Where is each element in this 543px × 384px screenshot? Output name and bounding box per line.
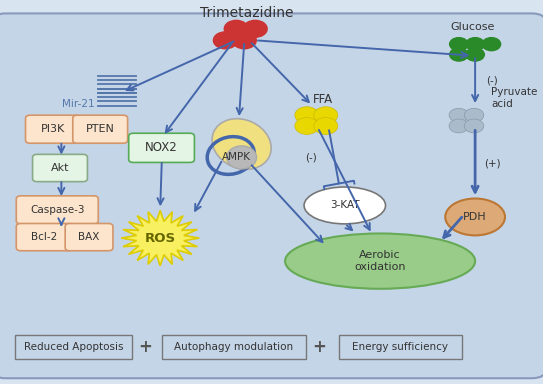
Text: ROS: ROS [144, 232, 176, 245]
Circle shape [295, 107, 319, 124]
Text: Caspase-3: Caspase-3 [30, 205, 85, 215]
Circle shape [243, 20, 267, 37]
FancyBboxPatch shape [0, 13, 543, 378]
Text: (-): (-) [486, 76, 498, 86]
Text: (+): (+) [484, 158, 501, 168]
Circle shape [314, 107, 338, 124]
FancyBboxPatch shape [162, 335, 306, 359]
Ellipse shape [227, 146, 257, 169]
Text: Energy sufficiency: Energy sufficiency [352, 342, 449, 352]
FancyBboxPatch shape [33, 154, 87, 182]
Circle shape [314, 118, 338, 134]
FancyBboxPatch shape [65, 223, 113, 251]
Text: PTEN: PTEN [86, 124, 115, 134]
FancyBboxPatch shape [16, 196, 98, 224]
Circle shape [466, 38, 484, 51]
Circle shape [464, 108, 484, 122]
Circle shape [464, 119, 484, 133]
Circle shape [295, 118, 319, 134]
Text: 3-KAT: 3-KAT [330, 200, 359, 210]
Circle shape [213, 32, 237, 49]
FancyBboxPatch shape [73, 115, 128, 143]
Text: Akt: Akt [50, 163, 70, 173]
Text: Trimetazidine: Trimetazidine [200, 7, 294, 20]
Text: Pyruvate
acid: Pyruvate acid [491, 87, 538, 109]
FancyBboxPatch shape [129, 133, 194, 162]
FancyBboxPatch shape [15, 335, 132, 359]
Text: AMPK: AMPK [222, 152, 251, 162]
Text: Reduced Apoptosis: Reduced Apoptosis [24, 342, 123, 352]
Ellipse shape [304, 187, 386, 224]
Circle shape [450, 48, 468, 61]
Ellipse shape [445, 199, 505, 235]
Text: Glucose: Glucose [450, 22, 495, 32]
Text: +: + [312, 338, 326, 356]
Circle shape [450, 38, 468, 51]
FancyBboxPatch shape [339, 335, 462, 359]
Text: Aerobic
oxidation: Aerobic oxidation [355, 250, 406, 272]
Text: +: + [138, 338, 153, 356]
Text: PDH: PDH [463, 212, 487, 222]
Ellipse shape [212, 119, 271, 169]
Text: (-): (-) [305, 152, 317, 162]
FancyBboxPatch shape [26, 115, 80, 143]
Text: Bcl-2: Bcl-2 [31, 232, 58, 242]
Polygon shape [121, 210, 199, 266]
Text: NOX2: NOX2 [145, 141, 178, 154]
FancyBboxPatch shape [16, 223, 73, 251]
Text: Autophagy modulation: Autophagy modulation [174, 342, 293, 352]
Text: Mir-21: Mir-21 [62, 99, 95, 109]
Text: PI3K: PI3K [41, 124, 65, 134]
Text: FFA: FFA [313, 93, 333, 106]
Ellipse shape [285, 233, 475, 289]
Circle shape [449, 108, 469, 122]
Circle shape [232, 32, 256, 49]
Circle shape [466, 48, 484, 61]
Circle shape [449, 119, 469, 133]
Circle shape [224, 20, 248, 37]
Text: BAX: BAX [78, 232, 100, 242]
Circle shape [482, 38, 501, 51]
